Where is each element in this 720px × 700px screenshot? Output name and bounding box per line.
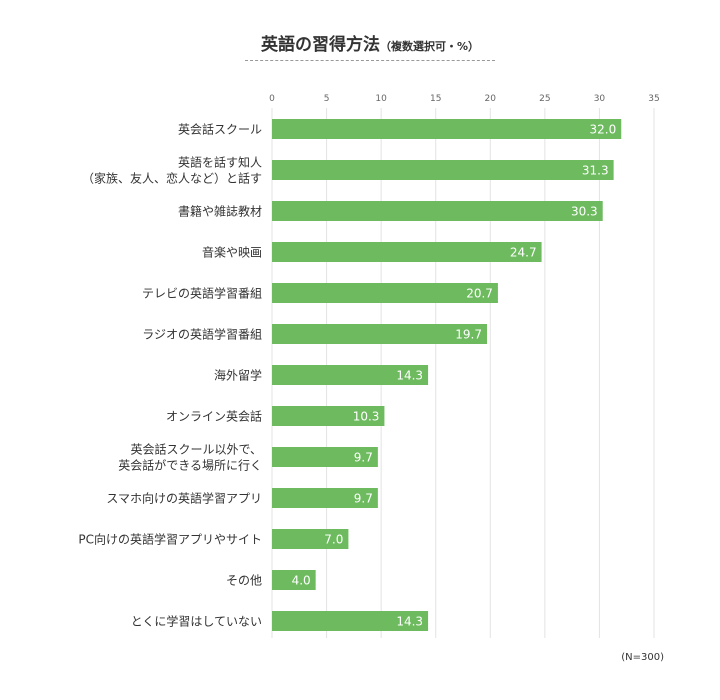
bar-value-label: 19.7	[455, 328, 482, 342]
x-tick-label: 25	[539, 94, 550, 104]
category-label-line: ラジオの英語学習番組	[142, 327, 262, 342]
bar-value-label: 9.7	[354, 451, 373, 465]
category-label-line: 英会話ができる場所に行く	[118, 458, 262, 473]
category-label: ラジオの英語学習番組	[142, 327, 262, 342]
chart-title-main: 英語の習得方法	[260, 35, 380, 55]
bar-value-label: 14.3	[396, 615, 423, 629]
x-tick-label: 15	[430, 94, 441, 104]
bar-value-label: 32.0	[590, 123, 617, 137]
category-label-line: 英会話スクール以外で、	[130, 442, 262, 457]
category-label: とくに学習はしていない	[131, 614, 262, 629]
bar	[272, 406, 385, 426]
bar-value-label: 31.3	[582, 164, 609, 178]
category-label-line: 英語を話す知人	[178, 155, 262, 170]
bar	[272, 529, 349, 549]
bar	[272, 283, 498, 303]
category-label: 英会話スクール以外で、英会話ができる場所に行く	[118, 442, 262, 473]
category-label: 英会話スクール	[178, 122, 262, 137]
category-label: 書籍や雑誌教材	[178, 204, 262, 219]
title-underline	[245, 60, 495, 61]
bar	[272, 488, 378, 508]
bar-value-label: 14.3	[396, 369, 423, 383]
x-tick-label: 5	[324, 94, 330, 104]
category-label: その他	[226, 574, 262, 588]
x-axis-tick-labels: 0 5 10 15 20 25 30 35	[269, 94, 660, 104]
category-label-line: テレビの英語学習番組	[142, 286, 262, 301]
category-label-line: 書籍や雑誌教材	[178, 204, 262, 219]
category-label: テレビの英語学習番組	[142, 286, 262, 301]
bar-value-label: 10.3	[353, 410, 380, 424]
category-label-line: PC向けの英語学習アプリやサイト	[78, 532, 262, 547]
bar	[272, 365, 429, 385]
bar	[272, 570, 316, 590]
bar	[272, 447, 378, 467]
bar-value-label: 4.0	[292, 574, 311, 588]
bar-value-label: 7.0	[324, 533, 343, 547]
x-tick-label: 35	[648, 94, 659, 104]
category-label-line: 音楽や映画	[202, 245, 262, 260]
category-labels: 英会話スクール英語を話す知人（家族、友人、恋人など）と話す書籍や雑誌教材音楽や映…	[78, 122, 262, 629]
category-label: スマホ向けの英語学習アプリ	[106, 491, 262, 506]
bar-value-label: 9.7	[354, 492, 373, 506]
bar	[272, 160, 614, 180]
chart-title: 英語の習得方法（複数選択可・%）	[245, 30, 495, 55]
bar	[272, 324, 488, 344]
bar-value-label: 30.3	[571, 205, 598, 219]
category-label-line: 海外留学	[214, 368, 262, 383]
chart-title-sub: （複数選択可・%）	[379, 40, 480, 53]
category-label-line: スマホ向けの英語学習アプリ	[106, 491, 262, 506]
x-tick-label: 20	[485, 94, 497, 104]
category-label: PC向けの英語学習アプリやサイト	[78, 532, 262, 547]
x-tick-label: 0	[269, 94, 275, 104]
category-label-line: とくに学習はしていない	[131, 614, 262, 629]
bar	[272, 201, 603, 221]
x-tick-label: 30	[594, 94, 606, 104]
bar-value-label: 24.7	[510, 246, 537, 260]
category-label-line: その他	[226, 574, 262, 588]
value-labels: 32.0 31.3 30.3 24.7 20.7 19.7 14.3 10.3 9.7 9.7 7.…	[292, 123, 617, 629]
category-label-line: オンライン英会話	[166, 409, 262, 424]
category-label-line: 英会話スクール	[178, 122, 262, 137]
category-label: オンライン英会話	[166, 409, 262, 424]
bar	[272, 242, 542, 262]
sample-size-note: (N=300)	[621, 652, 664, 663]
bars	[272, 119, 622, 631]
category-label: 海外留学	[214, 368, 262, 383]
category-label: 英語を話す知人（家族、友人、恋人など）と話す	[82, 155, 262, 186]
category-label-line: （家族、友人、恋人など）と話す	[82, 171, 262, 186]
bar	[272, 119, 622, 139]
x-tick-label: 10	[375, 94, 387, 104]
bar	[272, 611, 429, 631]
bar-value-label: 20.7	[466, 287, 493, 301]
category-label: 音楽や映画	[202, 245, 262, 260]
